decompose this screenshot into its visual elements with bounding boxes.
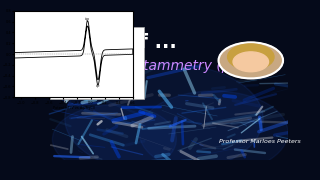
FancyBboxPatch shape	[50, 27, 144, 99]
Text: Professor Marloes Peeters: Professor Marloes Peeters	[219, 139, 300, 144]
Circle shape	[233, 52, 268, 72]
Circle shape	[139, 91, 288, 174]
X-axis label: Potential (V vs Ag/AgCl): Potential (V vs Ag/AgCl)	[52, 106, 95, 110]
Y-axis label: Current (μA): Current (μA)	[0, 43, 1, 65]
Text: $i_{pa}$: $i_{pa}$	[84, 15, 91, 24]
Circle shape	[219, 42, 283, 78]
Text: Basics of ...: Basics of ...	[50, 33, 177, 52]
Text: Cyclic voltammetry (part I): Cyclic voltammetry (part I)	[77, 59, 264, 73]
Circle shape	[52, 105, 176, 174]
Text: $i_{pc}$: $i_{pc}$	[95, 82, 101, 91]
Circle shape	[65, 63, 263, 174]
Circle shape	[228, 44, 274, 70]
